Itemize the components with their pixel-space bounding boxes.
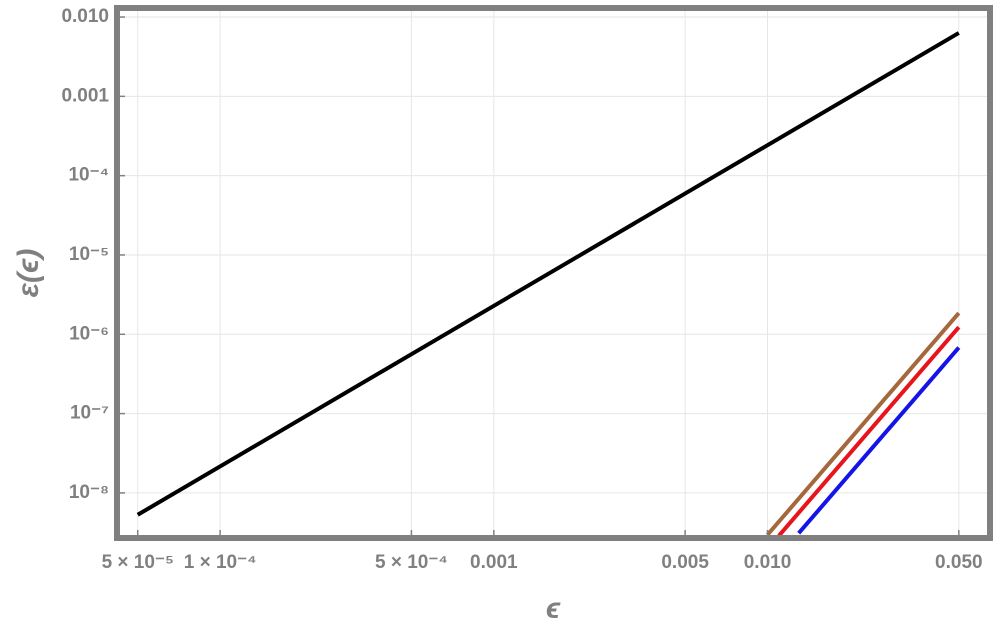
y-tick-label: 0.001 [61, 85, 109, 106]
frame [114, 5, 993, 541]
y-tick-label: 10⁻⁶ [69, 323, 109, 344]
data-line [136, 31, 960, 517]
y-tick-label: 10⁻⁷ [70, 403, 109, 424]
y-tick-label: 0.010 [61, 6, 109, 27]
x-tick-label: 0.010 [744, 552, 792, 573]
x-tick-label: 5 × 10⁻⁴ [375, 552, 448, 573]
x-tick-label: 1 × 10⁻⁴ [184, 552, 257, 573]
data-line [797, 346, 961, 535]
y-tick-label: 10⁻⁴ [68, 165, 109, 186]
data-line [777, 325, 961, 538]
y-tick-label: 10⁻⁸ [69, 482, 109, 503]
x-tick-label: 5 × 10⁻⁵ [102, 552, 174, 573]
grid [117, 8, 990, 538]
y-axis-label: ε(ϵ) [12, 249, 45, 298]
x-tick-label: 0.005 [661, 552, 709, 573]
y-tick-label: 10⁻⁵ [69, 244, 109, 265]
plot-area [136, 31, 961, 538]
x-axis-label: ϵ [546, 592, 561, 625]
x-tick-label: 0.001 [470, 552, 518, 573]
data-line [765, 311, 961, 537]
x-tick-label: 0.050 [935, 552, 983, 573]
